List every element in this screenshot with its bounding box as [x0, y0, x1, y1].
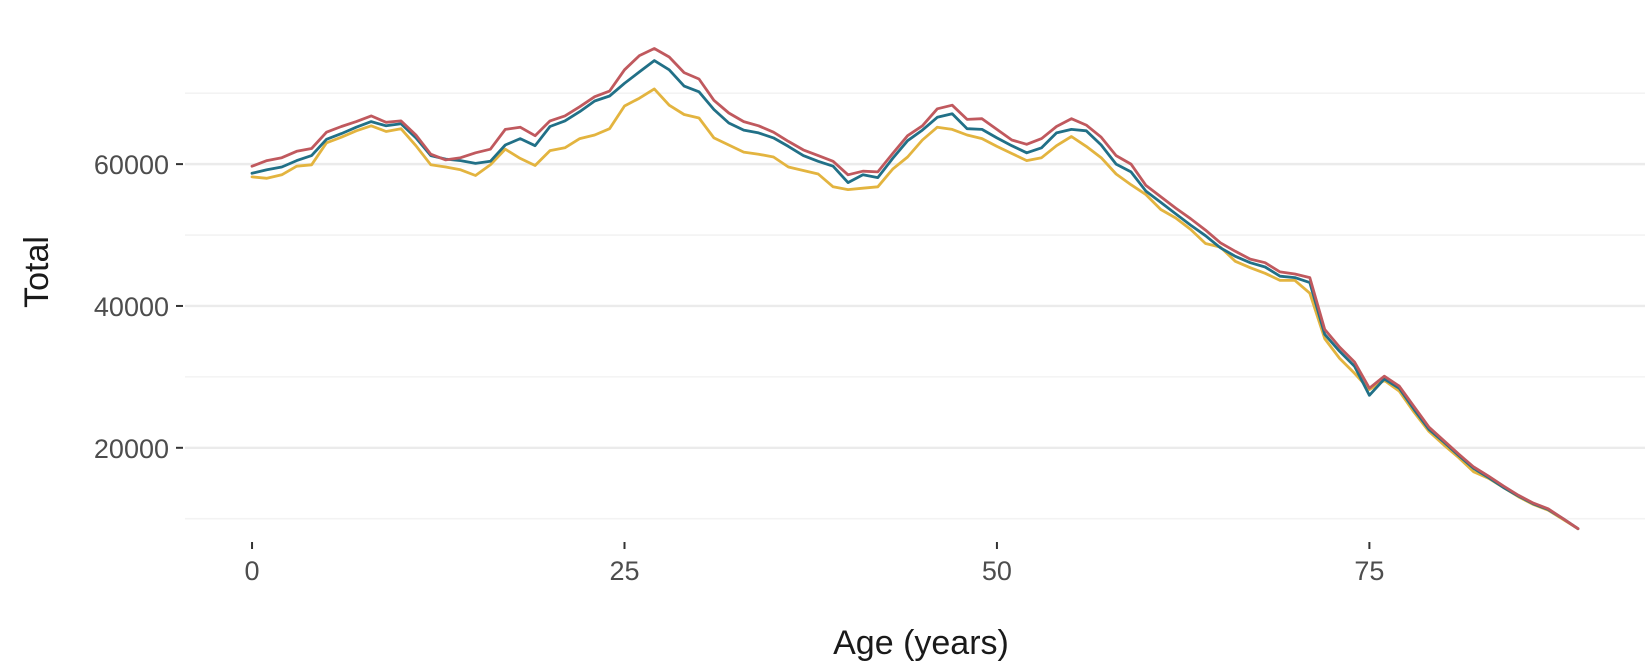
y-axis: 20000 40000 60000	[94, 150, 183, 464]
y-tick-label: 60000	[94, 150, 169, 180]
series-line-3	[250, 87, 1580, 531]
y-axis-title: Total	[18, 236, 56, 308]
x-axis: 0 25 50 75	[245, 542, 1384, 586]
x-tick-label: 75	[1354, 556, 1384, 586]
series-group	[250, 47, 1580, 531]
grid	[185, 92, 1645, 520]
x-tick-label: 0	[245, 556, 260, 586]
x-tick-label: 25	[609, 556, 639, 586]
series-line-1	[250, 47, 1580, 531]
x-tick-label: 50	[982, 556, 1012, 586]
x-axis-title: Age (years)	[833, 624, 1009, 662]
y-tick-label: 20000	[94, 434, 169, 464]
series-line-2	[250, 59, 1580, 531]
y-tick-label: 40000	[94, 292, 169, 322]
